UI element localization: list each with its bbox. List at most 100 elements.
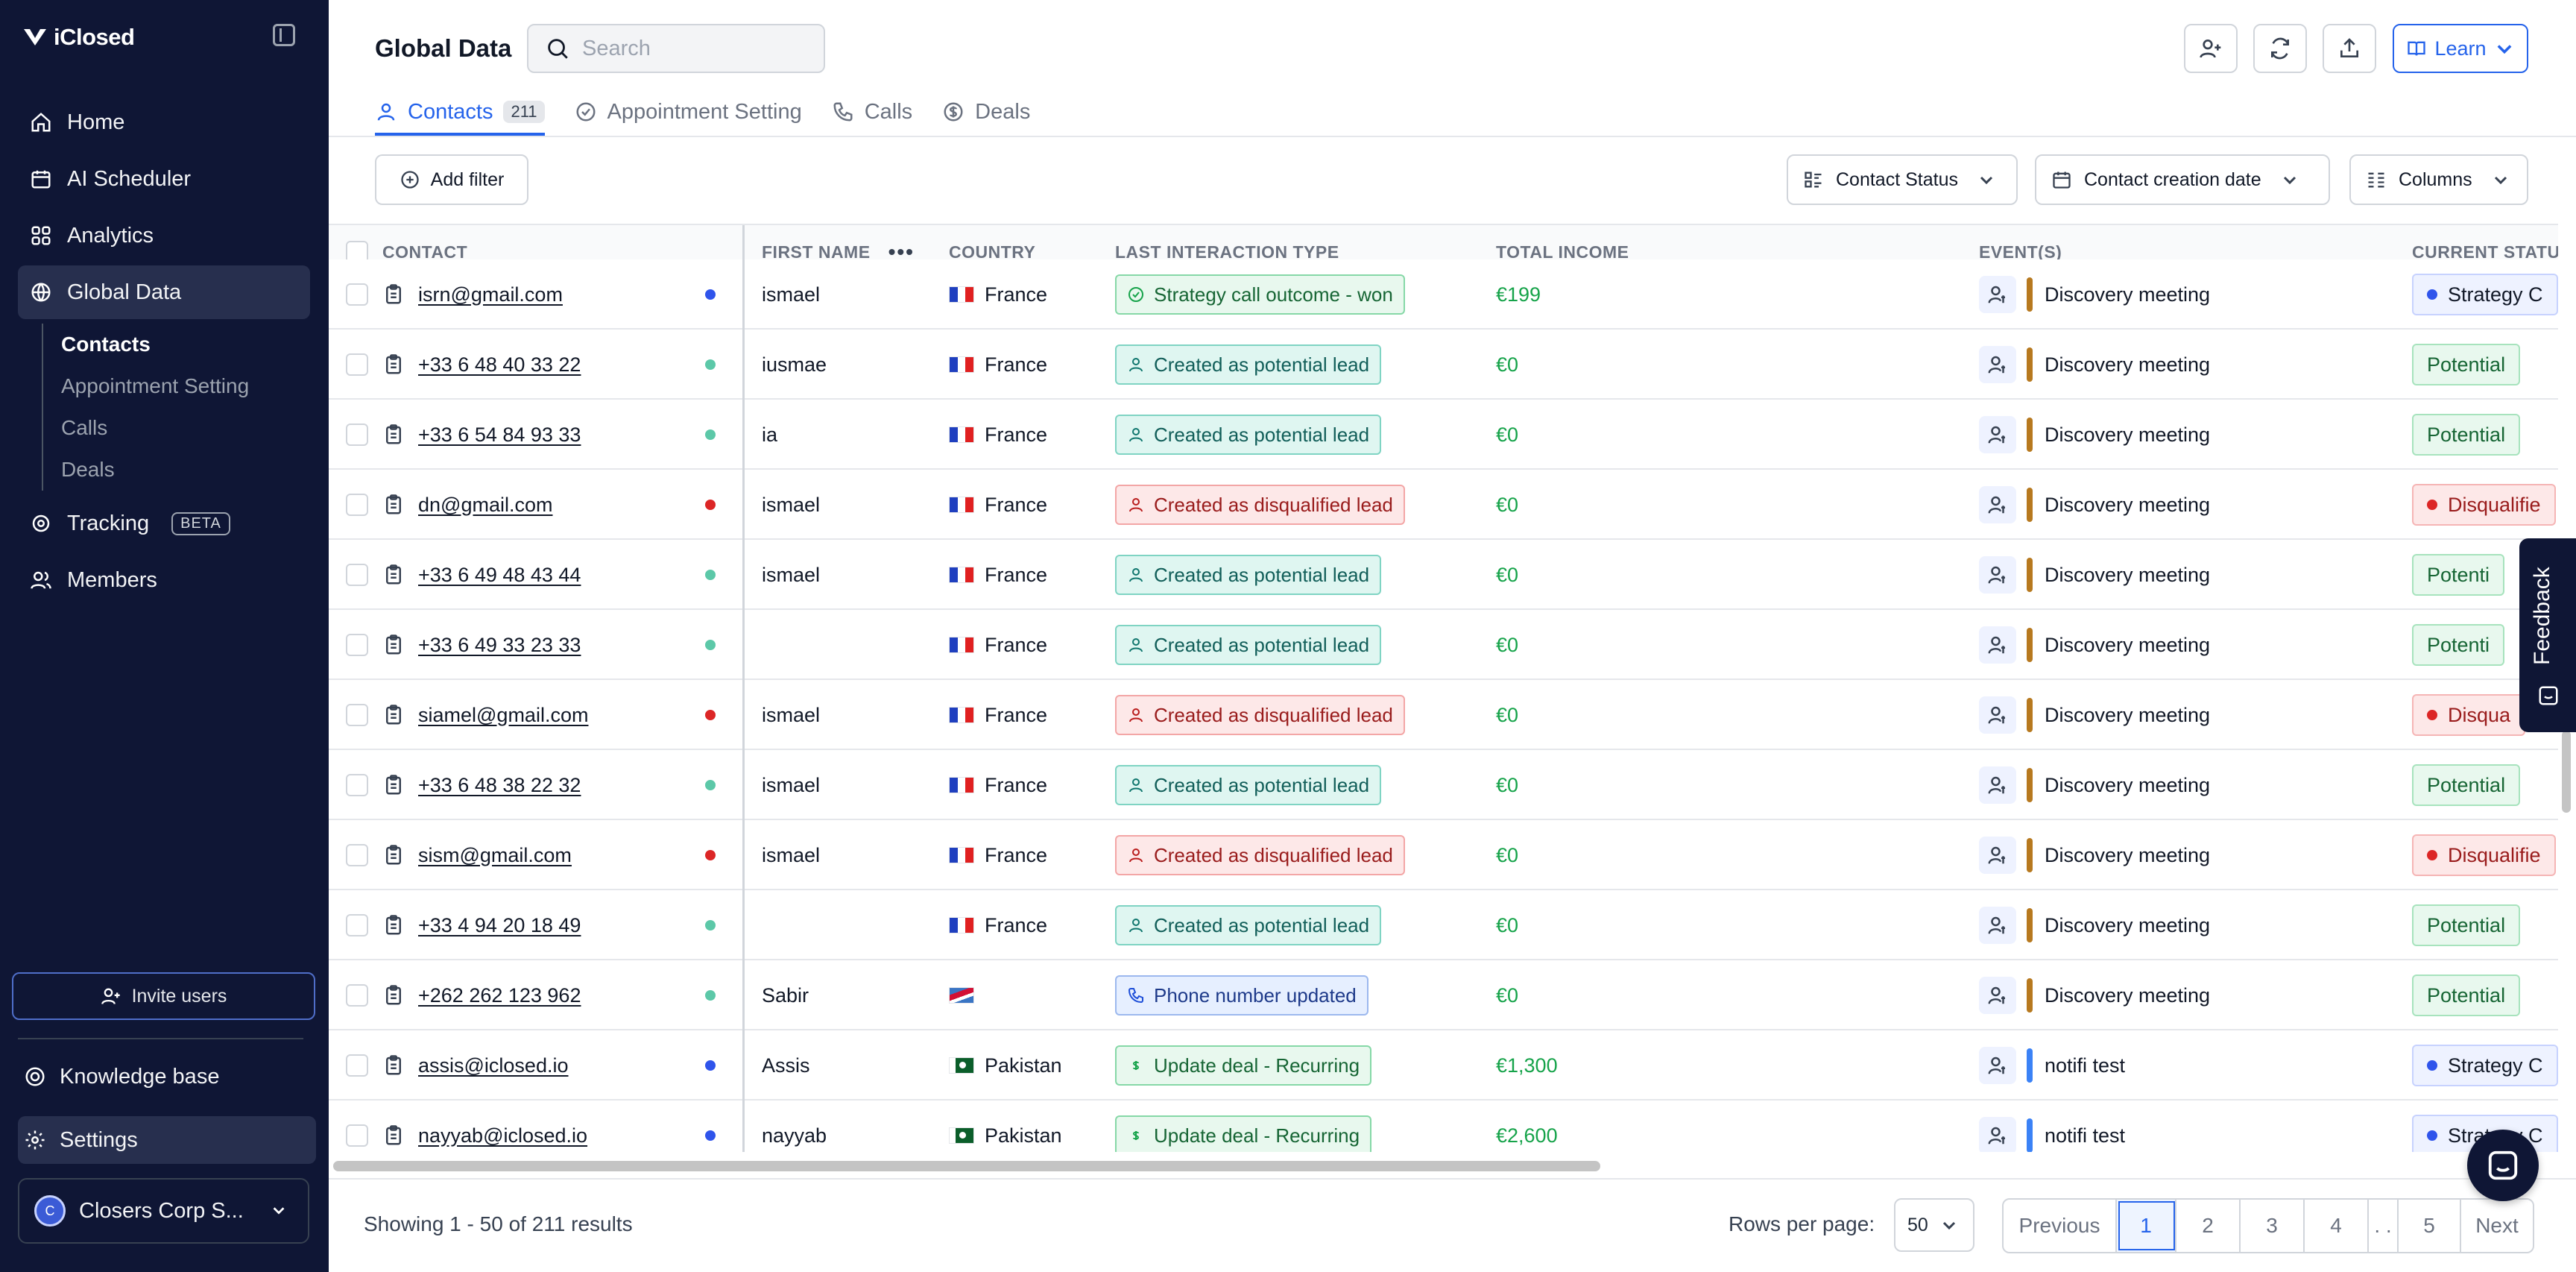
search-box[interactable]: [527, 24, 825, 73]
status-badge[interactable]: Strategy C: [2412, 274, 2558, 315]
table-row[interactable]: +33 6 48 38 22 32 ismael France Created as …: [329, 750, 2558, 820]
table-row[interactable]: +262 262 123 962 Sabir Phone number update…: [329, 960, 2558, 1030]
table-row[interactable]: siamel@gmail.com ismael France Created as d…: [329, 680, 2558, 750]
sidebar-item-ai-scheduler[interactable]: AI Scheduler: [18, 152, 310, 206]
table-row[interactable]: assis@iclosed.io Assis Pakistan Update deal…: [329, 1030, 2558, 1101]
event-name[interactable]: Discovery meeting: [2045, 843, 2211, 866]
row-checkbox[interactable]: [346, 634, 368, 656]
table-row[interactable]: +33 6 54 84 93 33 ia France Created as pote…: [329, 400, 2558, 470]
status-badge[interactable]: Disqualifie: [2412, 834, 2556, 876]
sidebar-item-analytics[interactable]: Analytics: [18, 209, 310, 262]
table-row[interactable]: sism@gmail.com ismael France Created as dis…: [329, 820, 2558, 890]
collapse-sidebar-icon[interactable]: [273, 24, 295, 46]
row-checkbox[interactable]: [346, 494, 368, 516]
column-header-total-income[interactable]: Total income: [1496, 242, 1629, 262]
table-row[interactable]: dn@gmail.com ismael France Created as disqu…: [329, 470, 2558, 540]
row-checkbox[interactable]: [346, 844, 368, 866]
contact-link[interactable]: +33 6 48 40 33 22: [418, 353, 581, 376]
table-row[interactable]: +33 6 48 40 33 22 iusmae France Created as …: [329, 330, 2558, 400]
invite-users-button[interactable]: Invite users: [12, 972, 315, 1020]
sidebar-item-members[interactable]: Members: [18, 553, 310, 607]
previous-page-button[interactable]: Previous: [2004, 1200, 2117, 1252]
horizontal-scrollbar[interactable]: [333, 1161, 1600, 1171]
page-4-button[interactable]: 4: [2305, 1200, 2369, 1252]
subnav-appointment-setting[interactable]: Appointment Setting: [61, 374, 250, 397]
row-checkbox[interactable]: [346, 984, 368, 1007]
page-2-button[interactable]: 2: [2176, 1200, 2241, 1252]
page-5-button[interactable]: 5: [2399, 1200, 2461, 1252]
contact-link[interactable]: dn@gmail.com: [418, 493, 553, 516]
sidebar-item-home[interactable]: Home: [18, 95, 310, 149]
event-name[interactable]: Discovery meeting: [2045, 703, 2211, 726]
row-checkbox[interactable]: [346, 774, 368, 796]
row-checkbox[interactable]: [346, 353, 368, 376]
column-header-country[interactable]: Country: [949, 242, 1036, 262]
subnav-deals[interactable]: Deals: [61, 458, 115, 481]
event-name[interactable]: Discovery meeting: [2045, 983, 2211, 1007]
status-badge[interactable]: Strategy C: [2412, 1115, 2558, 1152]
status-badge[interactable]: Disqua: [2412, 694, 2526, 736]
event-name[interactable]: Discovery meeting: [2045, 633, 2211, 656]
contact-link[interactable]: siamel@gmail.com: [418, 703, 589, 726]
status-badge[interactable]: Potential: [2412, 764, 2521, 806]
row-checkbox[interactable]: [346, 564, 368, 586]
table-row[interactable]: +33 6 49 33 23 33 France Created as potent…: [329, 610, 2558, 680]
table-row[interactable]: isrn@gmail.com ismael France Strategy call …: [329, 259, 2558, 330]
contact-link[interactable]: isrn@gmail.com: [418, 283, 563, 306]
export-button[interactable]: [2323, 24, 2376, 73]
row-checkbox[interactable]: [346, 283, 368, 306]
tab-contacts[interactable]: Contacts 211: [375, 88, 545, 136]
workspace-switcher[interactable]: C Closers Corp S...: [18, 1178, 309, 1244]
event-name[interactable]: Discovery meeting: [2045, 913, 2211, 936]
status-badge[interactable]: Strategy C: [2412, 1045, 2558, 1086]
add-contact-button[interactable]: [2184, 24, 2238, 73]
table-row[interactable]: nayyab@iclosed.io nayyab Pakistan Update de…: [329, 1101, 2558, 1152]
next-page-button[interactable]: Next: [2475, 1214, 2519, 1237]
vertical-scrollbar[interactable]: [2562, 731, 2571, 813]
subnav-calls[interactable]: Calls: [61, 416, 108, 439]
status-badge[interactable]: Potential: [2412, 344, 2521, 385]
event-name[interactable]: Discovery meeting: [2045, 283, 2211, 306]
sidebar-item-global-data[interactable]: Global Data: [18, 265, 310, 319]
brand-logo[interactable]: iClosed: [22, 22, 135, 52]
status-badge[interactable]: Potential: [2412, 975, 2521, 1016]
status-badge[interactable]: Potential: [2412, 414, 2521, 456]
event-name[interactable]: Discovery meeting: [2045, 493, 2211, 516]
row-checkbox[interactable]: [346, 424, 368, 446]
column-header-first-name[interactable]: First name •••: [762, 225, 915, 279]
row-checkbox[interactable]: [346, 1054, 368, 1077]
add-filter-button[interactable]: Add filter: [375, 154, 528, 205]
knowledge-base-link[interactable]: Knowledge base: [18, 1053, 316, 1101]
event-name[interactable]: Discovery meeting: [2045, 423, 2211, 446]
contact-link[interactable]: +33 4 94 20 18 49: [418, 913, 581, 936]
status-badge[interactable]: Disqualifie: [2412, 484, 2556, 526]
subnav-contacts[interactable]: Contacts: [61, 333, 151, 356]
event-name[interactable]: Discovery meeting: [2045, 353, 2211, 376]
columns-button[interactable]: Columns: [2349, 154, 2528, 205]
rows-per-page-select[interactable]: 50: [1894, 1198, 1974, 1252]
column-header-last-interaction[interactable]: Last interaction type: [1115, 242, 1339, 262]
tab-deals[interactable]: Deals: [942, 88, 1030, 136]
tab-appointment-setting[interactable]: Appointment Setting: [575, 88, 802, 136]
status-badge[interactable]: Potenti: [2412, 554, 2505, 596]
event-name[interactable]: Discovery meeting: [2045, 773, 2211, 796]
table-row[interactable]: +33 6 49 48 43 44 ismael France Created as …: [329, 540, 2558, 610]
status-badge[interactable]: Potential: [2412, 904, 2521, 946]
event-name[interactable]: Discovery meeting: [2045, 563, 2211, 586]
more-options-icon[interactable]: •••: [888, 240, 915, 263]
row-checkbox[interactable]: [346, 914, 368, 936]
learn-button[interactable]: Learn: [2393, 24, 2528, 73]
chat-launcher-button[interactable]: [2467, 1130, 2539, 1201]
event-name[interactable]: notifi test: [2045, 1054, 2126, 1077]
status-badge[interactable]: Potenti: [2412, 624, 2505, 666]
row-checkbox[interactable]: [346, 1124, 368, 1147]
row-checkbox[interactable]: [346, 704, 368, 726]
contact-link[interactable]: +33 6 48 38 22 32: [418, 773, 581, 796]
feedback-tab[interactable]: Feedback: [2519, 538, 2576, 732]
page-1-button[interactable]: 1: [2117, 1200, 2176, 1252]
contact-link[interactable]: +262 262 123 962: [418, 983, 581, 1007]
tab-calls[interactable]: Calls: [832, 88, 912, 136]
contact-link[interactable]: +33 6 54 84 93 33: [418, 423, 581, 446]
search-input[interactable]: [582, 36, 806, 61]
contact-link[interactable]: +33 6 49 48 43 44: [418, 563, 581, 586]
